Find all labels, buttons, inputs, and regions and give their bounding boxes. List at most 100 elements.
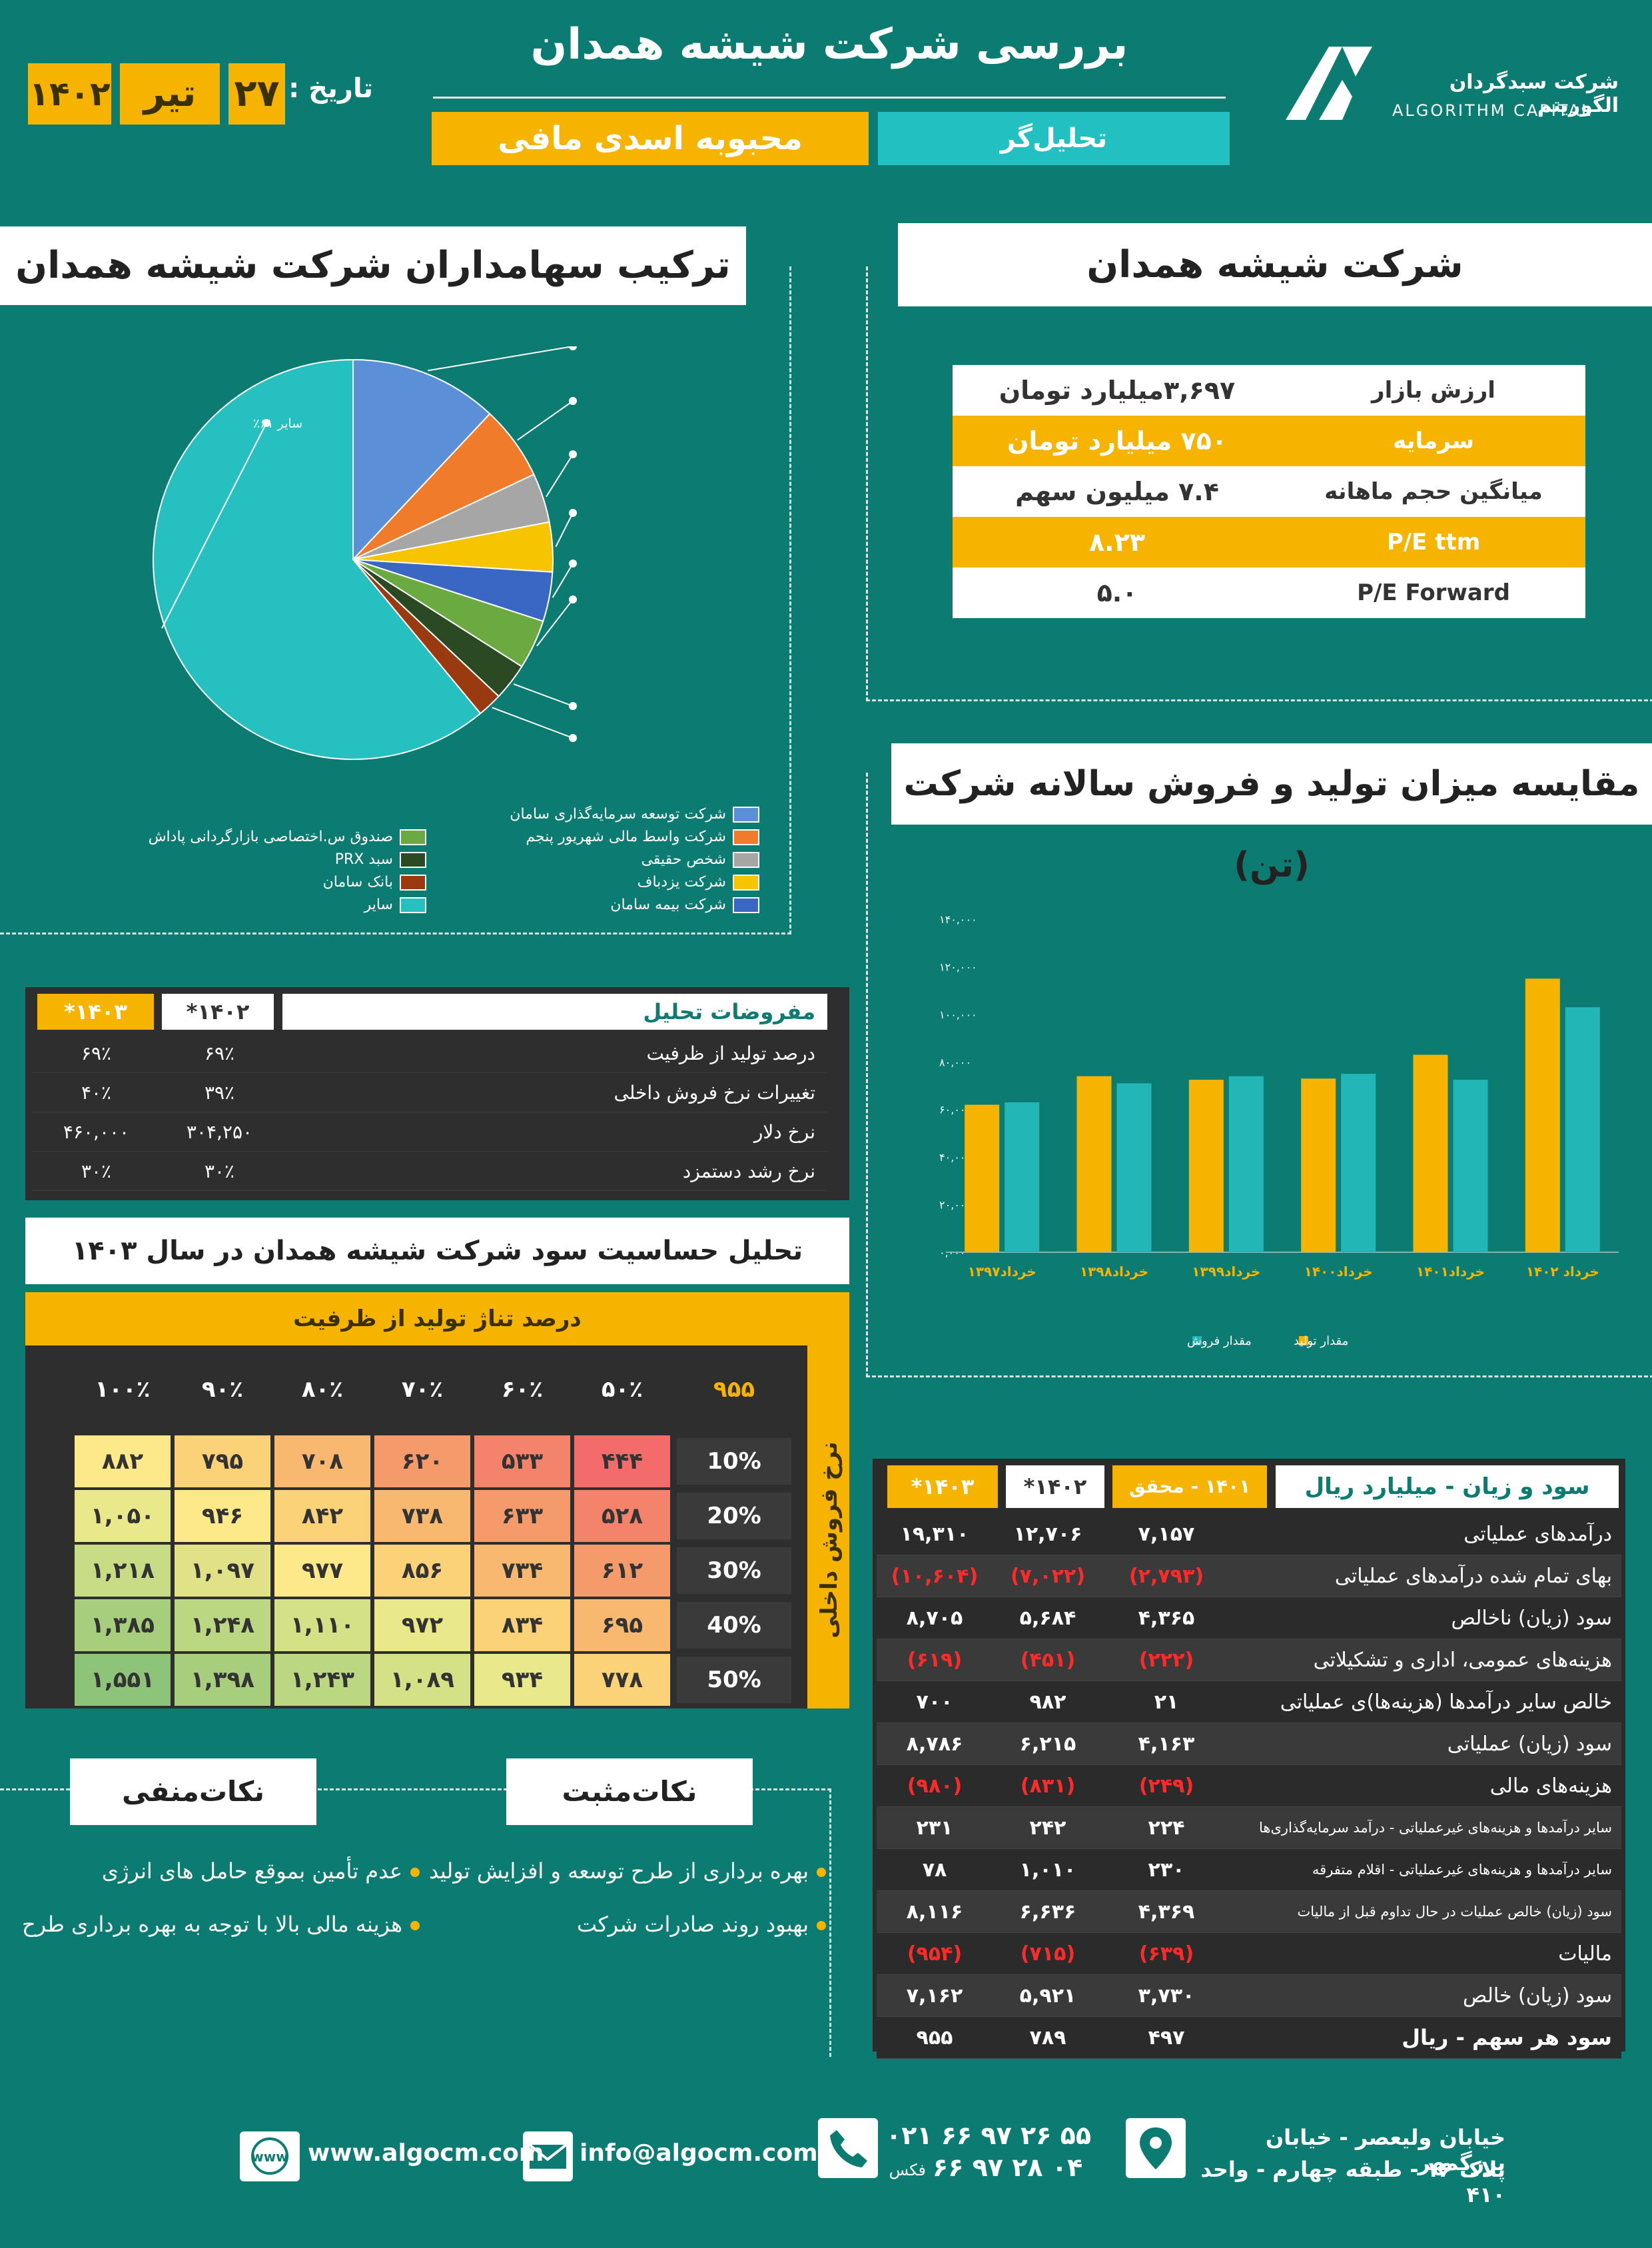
email-icon [523,2131,573,2181]
pl-row-value-1: ۳,۷۳۰ [1138,1984,1195,2008]
company-row: سرمایه ۷۵۰ میلیارد تومان [953,416,1585,466]
pl-row-label: سایر درآمدها و هزینه‌های غیرعملیاتی - اق… [1312,1862,1612,1878]
pl-row-value-1: (۲۲۲) [1138,1648,1194,1672]
sensitivity-corner: ۹۵۵ [674,1359,794,1420]
legend-label: مقدار تولید [1294,1334,1348,1348]
x-tick-label: خرداد۱۳۹۷ [968,1264,1036,1280]
pie-leader-dot [569,734,577,742]
pl-row: سایر درآمدها و هزینه‌های غیرعملیاتی - در… [877,1807,1621,1849]
sensitivity-cell: ۱,۲۱۸ [75,1545,171,1597]
email-link[interactable]: info@algocm.com [580,2139,818,2167]
legend-label: سبد PRX [334,851,393,868]
assumptions-col-1402: ۱۴۰۲* [162,994,274,1030]
phone-icon [818,2118,878,2178]
sensitivity-row-header: نرخ فروش داخلی [816,1441,843,1639]
pl-row-label: سایر درآمدها و هزینه‌های غیرعملیاتی - در… [1258,1820,1612,1836]
footer: خیابان ولیعصر - خیابان بزرگمهر پلاک ۱۶ -… [0,2105,1652,2207]
sensitivity-cell: ۶۹۵ [574,1599,670,1651]
pl-row-label: خالص سایر درآمدها (هزینه‌ها)ی عملیاتی [1280,1690,1612,1714]
legend-item: شرکت واسط مالی شهریور پنجم [526,829,759,845]
logo-english: ALGORITHM CAPITAL [1392,101,1593,120]
company-title: شرکت شیشه همدان [898,223,1652,306]
company-row: میانگین حجم ماهانه ۷.۴ میلیون سهم [953,466,1585,517]
sensitivity-cell: ۵۲۸ [574,1490,670,1542]
pl-row-value-1: (۶۳۹) [1138,1942,1194,1966]
x-tick-label: خرداد۱۳۹۸ [1080,1264,1148,1280]
negative-title: نکات‌منفی [70,1758,316,1825]
pie-leader-dot [569,450,577,458]
logo-mark-icon [1286,47,1372,120]
pl-row-value-1: ۲۳۰ [1148,1858,1185,1882]
legend-label: شخص حقیقی [641,851,726,868]
legend-swatch [400,852,426,868]
website-link[interactable]: www.algocm.com [308,2139,544,2167]
pie-leader-line [536,599,574,647]
company-row: P/E Forward ۵.۰ [953,567,1585,618]
legend-label: شرکت بیمه سامان [610,897,726,913]
sensitivity-cell: ۹۷۷ [274,1545,370,1597]
pie-leader-dot [569,560,577,567]
sensitivity-cell: ۹۳۴ [474,1654,570,1706]
pl-row-label: سود هر سهم - ریال [1402,2025,1612,2050]
company-row-label: P/E Forward [1282,567,1585,618]
pl-row-value-1: ۲۲۴ [1148,1816,1185,1840]
pl-row-value-3: ۲۳۱ [916,1816,953,1840]
phone-number[interactable]: ۰۲۱ ۶۶ ۹۷ ۲۶ ۵۵ [886,2121,1092,2150]
pl-row-value-2: ۵,۹۲۱ [1019,1984,1076,2008]
y-tick-label: ۸۰,۰۰۰ [939,1056,971,1068]
y-tick-label: ۱۲۰,۰۰۰ [939,960,977,973]
bar [1341,1074,1376,1252]
y-tick-label: ۴۰,۰۰۰ [939,1151,971,1164]
legend-item: شرکت یزدباف [637,874,759,891]
pl-row-value-3: ۷,۱۶۲ [906,1984,963,2008]
pl-row-value-3: ۷۰۰ [916,1690,953,1714]
company-row-label: سرمایه [1282,416,1585,466]
bar [1188,1080,1224,1252]
sensitivity-cell: ۶۳۳ [474,1490,570,1542]
y-tick-label: ۲۰,۰۰۰ [939,1199,971,1212]
sensitivity-cell: ۷۰۸ [274,1435,370,1487]
legend-item: سبد PRX [335,851,426,868]
assumption-row: نرخ دلار ۳۰۴,۲۵۰ ۴۶۰,۰۰۰ [32,1112,827,1152]
pl-title: سود و زیان - میلیارد ریال [1276,1465,1619,1508]
assumption-row: نرخ رشد دستمزد ۳۰٪ ۳۰٪ [32,1152,827,1191]
legend-label: بانک سامان [322,874,393,891]
bar [1413,1054,1448,1252]
sensitivity-top-bar [25,1292,849,1345]
title-underline [433,97,1226,99]
shareholders-frame [0,266,791,935]
pl-row: سود (زیان) خالص ۳,۷۳۰ ۵,۹۲۱ ۷,۱۶۲ [877,1975,1621,2017]
pie-leader-line [492,707,574,739]
bar [1076,1076,1112,1252]
company-row: P/E ttm ۸.۲۳ [953,517,1585,567]
legend-swatch [400,897,426,913]
pl-row-value-3: ۱۹,۳۱۰ [900,1522,969,1546]
company-row-value: ۸.۲۳ [953,517,1282,567]
pl-row-value-1: ۷,۱۵۷ [1138,1522,1195,1546]
bar [1005,1102,1040,1252]
pl-row: سود هر سهم - ریال ۴۹۷ ۷۸۹ ۹۵۵ [877,2017,1621,2059]
page-title: بررسی شرکت شیشه همدان [530,20,1128,69]
sensitivity-cell: ۷۹۵ [175,1435,270,1487]
sensitivity-right-bar [807,1292,849,1708]
pl-row-value-2: (۸۳۱) [1020,1774,1076,1798]
company-row-label: ارزش بازار [1282,365,1585,416]
pl-row-value-2: ۷۸۹ [1029,2026,1066,2050]
shareholders-pie-chart: شرکت توسعه سرمایه‌گذاری سامان ۱۲٪شرکت وا… [153,346,577,760]
legend-label: شرکت یزدباف [637,874,726,891]
pl-row-value-1: (۲,۷۹۳) [1128,1564,1204,1588]
pie-slice [153,358,482,760]
pl-row: مالیات (۶۳۹) (۷۱۵) (۹۵۴) [877,1933,1621,1975]
pl-col-1401: ۱۴۰۱ - محقق شده [1112,1465,1267,1540]
chart-title: مقایسه میزان تولید و فروش سالانه شرکت (ت… [891,743,1652,885]
bullet-icon [817,1868,826,1877]
legend-swatch [733,829,759,845]
company-row-value: ۷.۴ میلیون سهم [953,466,1282,517]
bar [1301,1078,1336,1252]
pl-row-label: سود (زیان) خالص [1462,1984,1612,2008]
legend-swatch [733,875,759,891]
sensitivity-cell: ۹۴۶ [175,1490,270,1542]
pl-row-value-2: ۶,۶۳۶ [1019,1900,1076,1924]
sensitivity-col-label: ۸۰٪ [274,1359,370,1420]
sensitivity-col-label: ۷۰٪ [374,1359,470,1420]
